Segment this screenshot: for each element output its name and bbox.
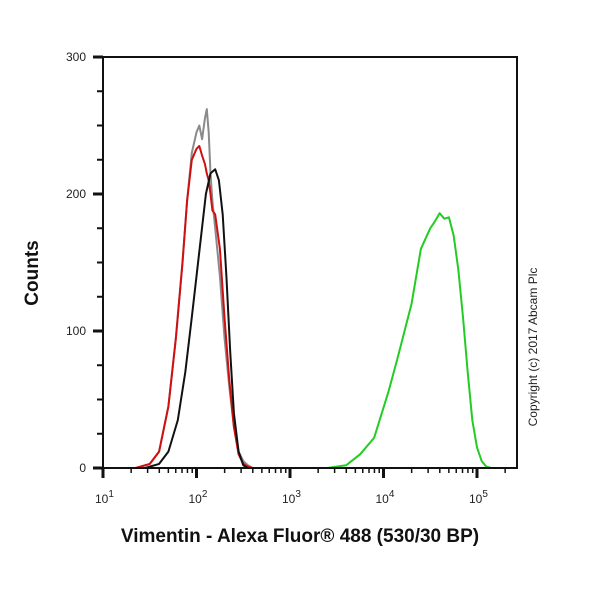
plot-frame [102, 56, 518, 469]
red-histogram-line [135, 145, 253, 469]
histogram-curves [135, 108, 492, 469]
x-tick-label: 103 [282, 489, 301, 506]
x-tick-label: 104 [376, 489, 395, 506]
gray-histogram-line [135, 108, 258, 469]
y-axis: 0 100 200 300 [66, 50, 103, 475]
copyright-notice: Copyright (c) 2017 Abcam Plc [526, 267, 540, 427]
y-tick-label: 300 [66, 50, 86, 64]
y-axis-label: Counts [22, 240, 43, 306]
x-tick-label: 105 [469, 489, 488, 506]
y-tick-label: 0 [79, 461, 86, 475]
x-tick-label: 102 [189, 489, 208, 506]
x-tick-label: 101 [95, 489, 114, 506]
y-tick-label: 100 [66, 324, 86, 338]
x-axis-label: Vimentin - Alexa Fluor® 488 (530/30 BP) [120, 526, 480, 547]
y-tick-label: 200 [66, 187, 86, 201]
x-axis: 101 102 103 104 105 [95, 468, 506, 506]
black-histogram-line [144, 168, 249, 469]
green-histogram-line [327, 212, 492, 469]
